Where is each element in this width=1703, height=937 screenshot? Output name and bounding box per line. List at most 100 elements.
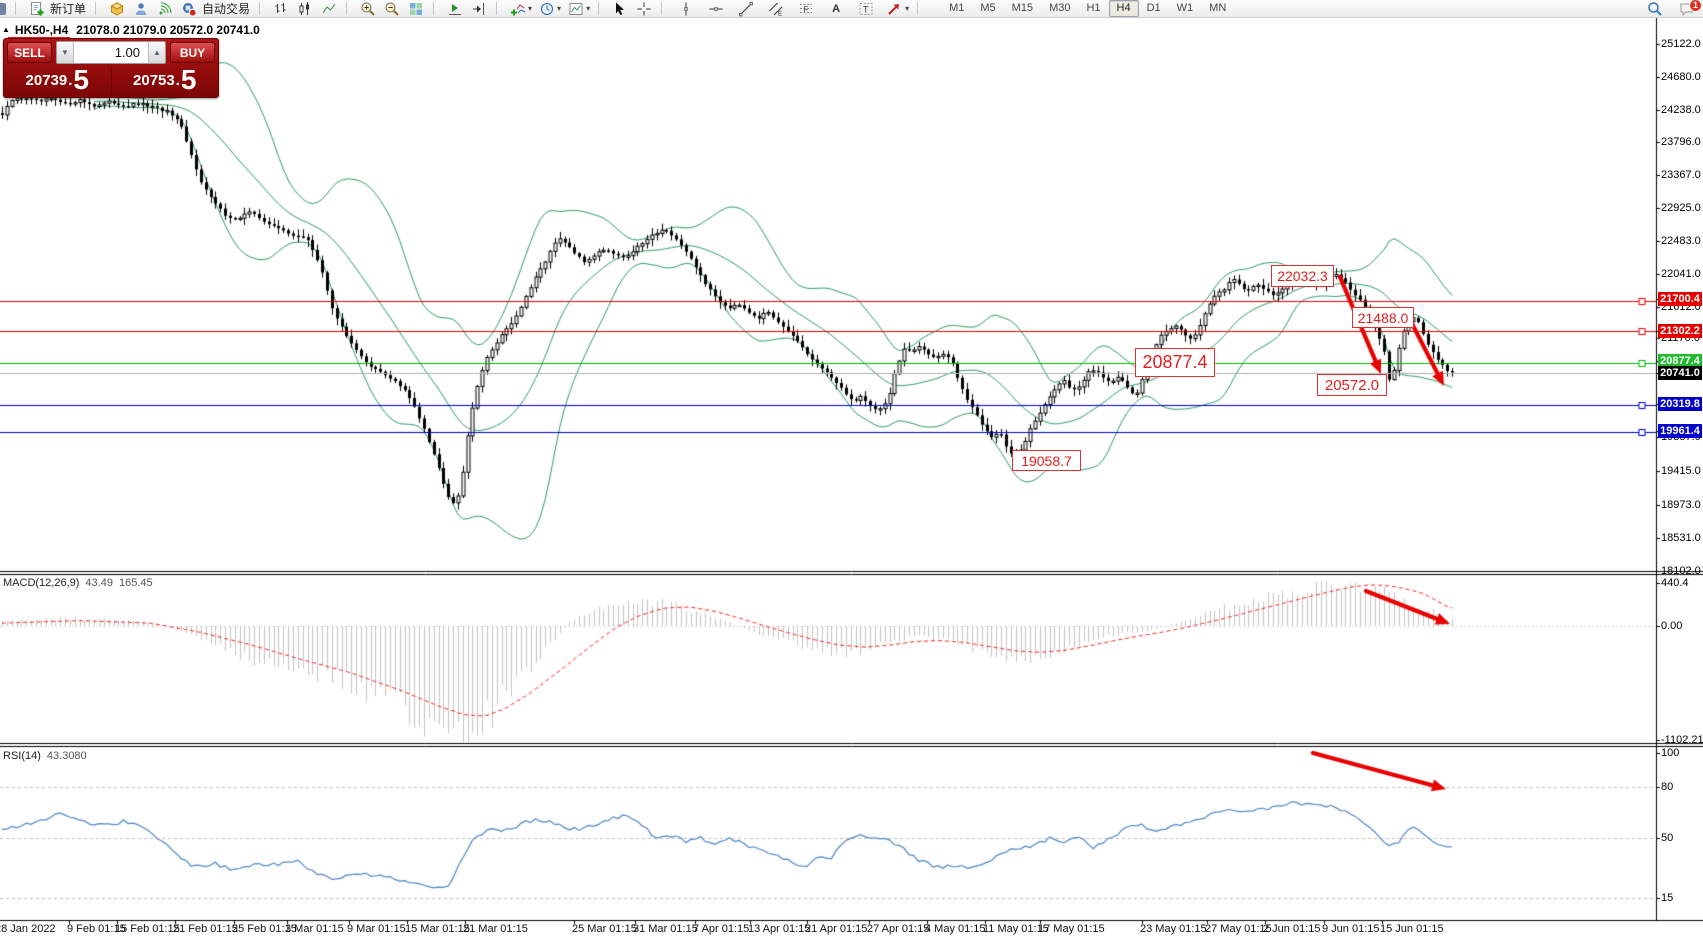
chevron-down-icon[interactable]: ▾ [905,4,910,13]
vertical-line-tool-icon[interactable] [671,1,701,17]
price-axis-tick: 24680.0 [1661,71,1701,83]
sell-price: 20739. 5 [25,64,89,95]
community-icon[interactable] [129,1,153,17]
price-badge: 20319.8 [1658,397,1702,411]
price-label-annotation[interactable]: 20877.4 [1135,348,1215,377]
time-axis-label: 21 Mar 01:15 [463,923,528,935]
rsi-axis-tick: 15 [1661,892,1674,904]
line-chart-mode-icon[interactable] [317,1,341,17]
zoom-out-icon[interactable] [380,1,404,17]
macd-label: MACD(12,26,9) 43.49 165.45 [3,577,153,589]
timeframe-group: M1 M5 M15 M30 H1 H4 D1 W1 MN [941,0,1234,17]
zoom-in-icon[interactable] [356,1,380,17]
price-axis-tick: 22925.0 [1661,202,1701,214]
text-tool-icon[interactable]: A [832,2,841,15]
ohlc-values: 21078.0 21079.0 20572.0 20741.0 [76,23,260,37]
new-order-icon[interactable] [25,1,49,17]
volume-value[interactable]: 1.00 [114,45,140,60]
toolbar-separator [661,2,669,15]
timeframe-button-m15[interactable]: M15 [1011,2,1034,14]
equidistant-channel-tool-icon[interactable]: E [761,1,791,17]
text-label-tool-icon[interactable]: T [851,1,881,17]
chevron-down-icon[interactable]: ▾ [557,4,562,13]
price-badge: 21302.2 [1658,324,1702,338]
macd-axis-tick: -1102.21 [1661,734,1703,746]
cursor-icon[interactable] [608,1,632,17]
price-axis-tick: 18973.0 [1661,499,1701,511]
autotrading-button[interactable]: 自动交易 [202,2,251,16]
price-label-annotation[interactable]: 21488.0 [1352,307,1414,328]
sell-button[interactable]: SELL [7,42,52,63]
time-axis-label: 28 Jan 2022 [0,923,56,935]
price-axis-tick: 19415.0 [1661,465,1701,477]
price-axis-tick: 18531.0 [1661,532,1701,544]
price-badge: 20741.0 [1658,366,1702,380]
timeframe-button-h1[interactable]: H1 [1086,2,1101,14]
toolbar-separator [917,2,925,15]
bar-chart-mode-icon[interactable] [269,1,293,17]
timeframe-button-w1[interactable]: W1 [1176,2,1194,14]
tile-windows-icon[interactable] [404,1,428,17]
toolbar-separator [259,2,267,15]
timeframe-button-d1[interactable]: D1 [1146,2,1161,14]
time-axis-label: 23 May 01:15 [1140,923,1207,935]
time-axis-label: 9 Mar 01:15 [347,923,406,935]
one-click-trading-panel: SELL ▼ 1.00 ▲ BUY 20739. 5 20753. 5 [3,38,219,98]
volume-decrease-button[interactable]: ▼ [57,42,74,63]
macd-axis-tick: 0.00 [1661,620,1683,632]
collapse-triangle-icon[interactable]: ▲ [2,25,10,34]
time-axis-label: 3 Mar 01:15 [285,923,344,935]
add-indicator-icon[interactable] [506,1,530,17]
time-axis-label: 25 Feb 01:15 [232,923,297,935]
signals-icon[interactable] [153,1,177,17]
notifications-icon[interactable]: 1 [1675,0,1702,17]
time-axis-label: 9 Feb 01:15 [67,923,126,935]
deposit-cube-icon[interactable] [105,1,129,17]
price-axis-tick: 22483.0 [1661,235,1701,247]
time-axis-label: 9 Jun 01:15 [1322,923,1380,935]
price-label-annotation[interactable]: 22032.3 [1271,265,1334,287]
time-axis-label: 15 Jun 01:15 [1380,923,1444,935]
symbol-period-label: HK50-,H4 [14,23,69,37]
chevron-down-icon[interactable]: ▾ [528,4,533,13]
rsi-axis-tick: 80 [1661,781,1674,793]
periods-clock-icon[interactable] [535,1,559,17]
arrows-tool-icon[interactable] [881,1,907,17]
crosshair-icon[interactable] [632,1,656,17]
macd-axis-tick: 440.4 [1661,577,1689,589]
price-label-annotation[interactable]: 19058.7 [1012,450,1081,471]
price-badge: 19961.4 [1658,424,1702,438]
clipped-toolbar-icon[interactable] [0,1,10,17]
price-badge: 21700.4 [1658,292,1702,306]
trendline-tool-icon[interactable] [731,1,761,17]
templates-icon[interactable] [564,1,588,17]
svg-text:F: F [804,5,809,14]
buy-button[interactable]: BUY [170,42,215,63]
chevron-down-icon[interactable]: ▾ [586,4,591,13]
auto-scroll-icon[interactable] [443,1,467,17]
price-axis-tick: 18102.0 [1661,565,1701,577]
notification-count-badge: 1 [1689,0,1702,12]
timeframe-button-m30[interactable]: M30 [1049,2,1071,14]
search-icon[interactable] [1643,1,1667,17]
timeframe-button-h4[interactable]: H4 [1108,0,1139,17]
rsi-axis-tick: 50 [1661,832,1674,844]
candlestick-mode-icon[interactable] [293,1,317,17]
price-axis-tick: 22041.0 [1661,268,1701,280]
autotrading-icon[interactable] [177,1,201,17]
volume-increase-button[interactable]: ▲ [148,42,165,63]
timeframe-button-m1[interactable]: M1 [949,2,965,14]
price-label-annotation[interactable]: 20572.0 [1317,374,1387,396]
horizontal-line-tool-icon[interactable] [701,1,731,17]
toolbar-separator [15,2,23,15]
chart-shift-icon[interactable] [467,1,491,17]
new-order-button[interactable]: 新订单 [50,2,87,16]
timeframe-button-m5[interactable]: M5 [980,2,996,14]
toolbar-separator [346,2,354,15]
time-axis-label: 31 Mar 01:15 [633,923,698,935]
price-axis-tick: 25122.0 [1661,38,1701,50]
timeframe-button-mn[interactable]: MN [1209,2,1227,14]
fibonacci-tool-icon[interactable]: F [791,1,821,17]
price-axis-tick: 23796.0 [1661,136,1701,148]
